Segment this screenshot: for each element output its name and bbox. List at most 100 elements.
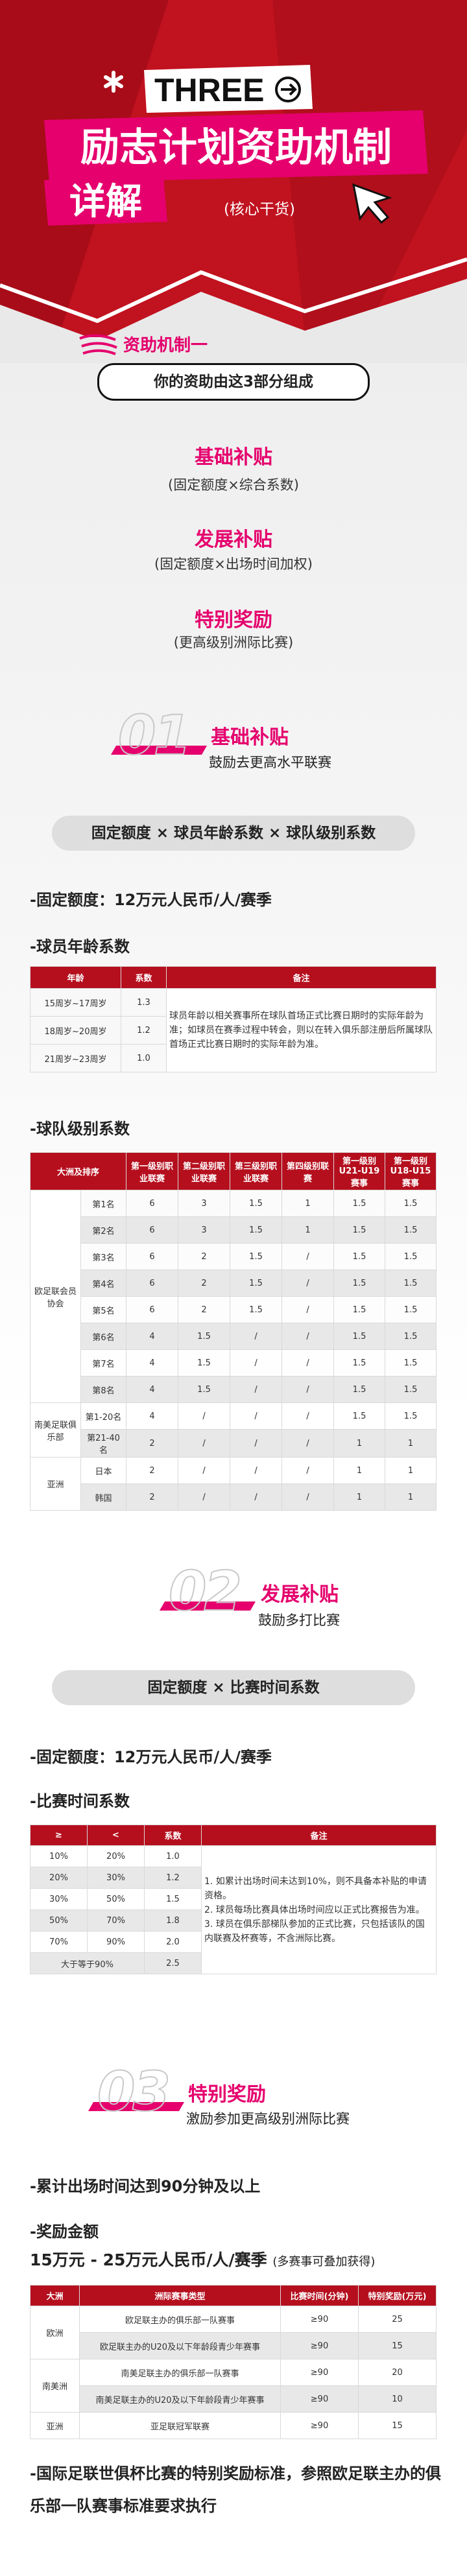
row: 第21-40名 2///1 1: [30, 1429, 437, 1458]
row: 第6名 4 1.5//1.5 1.5: [30, 1323, 437, 1350]
note-line: 3. 球员在俱乐部梯队参加的正式比赛，只包括该队的国内联赛及杯赛等，不含洲际比赛…: [204, 1919, 425, 1944]
cell: /: [281, 1296, 335, 1323]
cell: ≥90: [280, 2332, 359, 2359]
cell: 第7名: [80, 1349, 127, 1377]
region-cell: 欧洲: [30, 2306, 80, 2359]
cell: 3: [178, 1190, 231, 1217]
subheading: -比赛时间系数: [30, 1792, 130, 1810]
cell: 第5名: [80, 1296, 127, 1323]
cell: 1.5: [178, 1376, 231, 1403]
condition: -累计出场时间达到90分钟及以上: [30, 2177, 261, 2195]
section-number: 03: [97, 2059, 171, 2124]
section-title: 发展补贴: [261, 1583, 339, 1606]
header-wave: [0, 279, 467, 363]
cell: 第1名: [80, 1190, 127, 1217]
cell: 1.5: [385, 1190, 437, 1217]
cell: 1.5: [230, 1270, 283, 1297]
header-cell: 比赛时间(分钟): [280, 2285, 359, 2306]
cell: 1.5: [385, 1243, 437, 1270]
note-line: 1. 如累计出场时间未达到10%，则不具备本补贴的申请资格。: [204, 1876, 427, 1901]
cell: /: [281, 1376, 335, 1403]
cell: /: [281, 1349, 335, 1377]
row: 第4名 6 2 1.5/1.5 1.5: [30, 1270, 437, 1297]
title-bar: [44, 176, 167, 226]
cell: 1: [333, 1429, 386, 1458]
amount: 15万元 - 25万元人民币/人/赛季 (多赛事可叠加获得): [30, 2247, 375, 2271]
header-art: THREE 励志计划资助机制 详解 (核心干货): [0, 0, 467, 363]
row: 大于等于90% 2.5: [30, 1952, 437, 1974]
cell: 21周岁~23周岁: [30, 1044, 121, 1072]
row: 南美足联俱乐部 第1-20名 4///1.5 1.5: [30, 1402, 437, 1458]
cell: 1.2: [144, 1867, 202, 1889]
note-cell: 1. 如累计出场时间未达到10%，则不具备本补贴的申请资格。 2. 球员每场比赛具…: [201, 1845, 437, 1974]
cell: /: [230, 1349, 283, 1377]
cell: 50%: [30, 1909, 88, 1932]
cell: 第1-20名: [80, 1402, 127, 1430]
footer-text: -国际足联世俱杯比赛的特别奖励标准，参照欧足联主办的俱乐部一队赛事标准要求执行: [30, 2464, 441, 2515]
cell: 1.5: [178, 1349, 231, 1377]
fixed-amount: -固定额度：12万元人民币/人/赛季: [30, 1748, 272, 1766]
cell: 欧足联主办的U20及以下年龄段青少年赛事: [79, 2332, 281, 2359]
cell: 1.5: [385, 1216, 437, 1244]
row: 第8名 4 1.5//1.5 1.5: [30, 1376, 437, 1403]
formula-pill: 固定额度 × 球员年龄系数 × 球队级别系数: [52, 816, 415, 851]
cell: 大于等于90%: [30, 1952, 145, 1974]
cell: 第8名: [80, 1376, 127, 1403]
row: 30% 50% 1.5: [30, 1888, 437, 1910]
item-formula: (固定额度×综合系数): [168, 477, 299, 493]
cell: 6: [126, 1243, 179, 1270]
fixed-amount: -固定额度：12万元人民币/人/赛季: [30, 891, 272, 909]
header-row: 年龄 系数 备注: [30, 966, 437, 989]
cell: 6: [126, 1270, 179, 1297]
row: 第5名 6 2 1.5/1.5 1.5: [30, 1296, 437, 1323]
subheading: -奖励金额: [30, 2223, 99, 2241]
row: 20% 30% 1.2: [30, 1867, 437, 1889]
cell: 6: [126, 1190, 179, 1217]
cell: 南美足联主办的俱乐部一队赛事: [79, 2359, 281, 2386]
row: 18周岁~20周岁 1.2: [30, 1016, 437, 1045]
cell: 4: [126, 1349, 179, 1377]
cell: 1: [385, 1457, 437, 1484]
cell: 1.5: [385, 1323, 437, 1350]
section-number: 01: [117, 703, 192, 768]
header-cell: 第一级别U18-U15赛事: [385, 1152, 437, 1190]
cell: 1.5: [333, 1270, 386, 1297]
header-row: ≥ < 系数 备注: [30, 1825, 437, 1846]
cell: 第2名: [80, 1216, 127, 1244]
cell: 1.5: [385, 1376, 437, 1403]
cell: 1.5: [333, 1243, 386, 1270]
cell: 2.0: [144, 1931, 202, 1953]
cell: 1: [333, 1483, 386, 1511]
overview-label: 资助机制一: [123, 336, 208, 355]
cell: 1: [385, 1429, 437, 1458]
cell: 1.2: [121, 1016, 167, 1045]
cell: /: [178, 1402, 231, 1430]
cursor-icon: [352, 183, 392, 224]
header-cell: 特别奖励(万元): [358, 2285, 437, 2306]
cell: 1.5: [230, 1296, 283, 1323]
header-cell: <: [87, 1825, 145, 1846]
item-name: 基础补贴: [195, 446, 272, 469]
cell: 日本: [80, 1457, 127, 1484]
header-cell: ≥: [30, 1825, 88, 1846]
cell: 20%: [87, 1845, 145, 1867]
cell: 15: [358, 2332, 437, 2359]
title-line2: 详解: [69, 181, 142, 223]
cell: 20%: [30, 1867, 88, 1889]
row: 亚洲 亚足联冠军联赛 ≥90 15: [30, 2412, 437, 2439]
region-cell: 欧足联会员协会: [30, 1190, 81, 1403]
cell: 欧足联主办的俱乐部一队赛事: [79, 2306, 281, 2333]
cell: 第21-40名: [80, 1429, 127, 1458]
item-formula: (更高级别洲际比赛): [173, 635, 294, 650]
cell: /: [230, 1376, 283, 1403]
bubble: 你的资助由这3部分组成: [97, 363, 370, 401]
cell: 1.5: [333, 1216, 386, 1244]
cell: 2: [178, 1243, 231, 1270]
cell: /: [230, 1483, 283, 1511]
cell: 1.0: [121, 1044, 167, 1072]
cell: 30%: [87, 1867, 145, 1889]
cell: /: [230, 1402, 283, 1430]
header-cell: 第二级别职业联赛: [178, 1152, 231, 1190]
row: 21周岁~23周岁 1.0: [30, 1044, 437, 1072]
section-subtitle: 鼓励多打比赛: [258, 1613, 340, 1628]
